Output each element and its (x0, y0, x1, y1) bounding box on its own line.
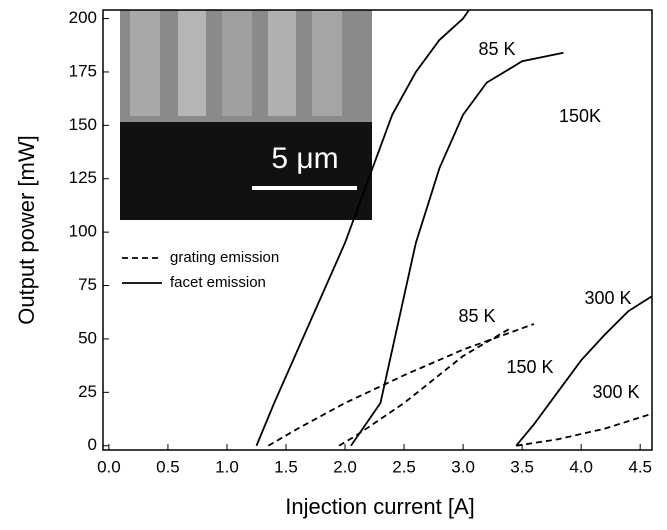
x-tick-label: 3.0 (451, 457, 475, 476)
annotation: 85 K (478, 39, 515, 59)
annotation: 300 K (584, 288, 631, 308)
y-axis-label: Output power [mW] (14, 135, 39, 325)
y-tick-label: 150 (69, 115, 97, 134)
legend-label: grating emission (170, 249, 279, 266)
x-tick-label: 0.5 (156, 457, 180, 476)
x-tick-label: 2.0 (333, 457, 357, 476)
y-tick-label: 25 (78, 382, 97, 401)
scale-label: 5 μm (271, 142, 338, 175)
x-tick-label: 3.5 (510, 457, 534, 476)
x-tick-label: 1.0 (215, 457, 239, 476)
y-tick-label: 100 (69, 222, 97, 241)
line (339, 328, 510, 445)
y-tick-label: 75 (78, 275, 97, 294)
line (516, 414, 652, 446)
x-tick-label: 4.5 (628, 457, 652, 476)
inset-image: 5 μm (120, 10, 372, 220)
annotation: 300 K (592, 382, 639, 402)
line (351, 53, 564, 446)
legend-label: facet emission (170, 274, 266, 291)
y-tick-label: 125 (69, 168, 97, 187)
chart: 5 μm Injection current [A] Output power … (0, 0, 667, 525)
x-tick-label: 4.0 (569, 457, 593, 476)
annotation: 150K (559, 106, 601, 126)
x-tick-label: 0.0 (97, 457, 121, 476)
x-axis-label: Injection current [A] (285, 494, 475, 519)
y-tick-label: 0 (88, 435, 97, 454)
annotation: 85 K (458, 306, 495, 326)
y-tick-label: 175 (69, 61, 97, 80)
annotation: 150 K (506, 357, 553, 377)
x-tick-label: 2.5 (392, 457, 416, 476)
y-tick-label: 50 (78, 328, 97, 347)
x-tick-label: 1.5 (274, 457, 298, 476)
y-tick-label: 200 (69, 8, 97, 27)
line (268, 324, 534, 446)
